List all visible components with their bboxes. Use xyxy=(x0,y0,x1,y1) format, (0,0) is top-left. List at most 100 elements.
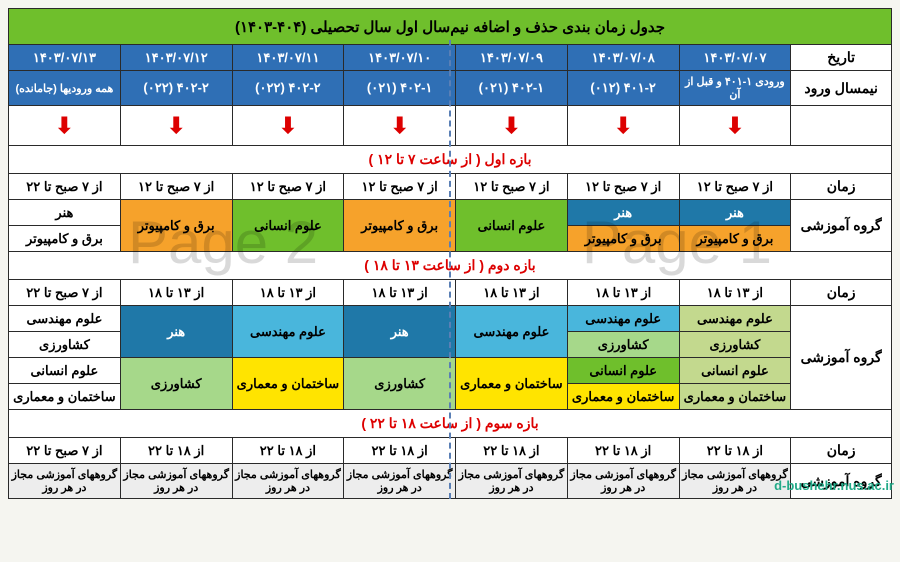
section1-title: بازه اول ( از ساعت ۷ تا ۱۲ ) xyxy=(9,146,892,174)
entry-cell: ۴۰۲-۱ (۰۲۱) xyxy=(456,71,568,106)
group-cell: هنر xyxy=(567,200,679,226)
time-label: زمان xyxy=(791,438,892,464)
group-cell: علوم مهندسی xyxy=(456,306,568,358)
dates-row: تاریخ ۱۴۰۳/۰۷/۰۷ ۱۴۰۳/۰۷/۰۸ ۱۴۰۳/۰۷/۰۹ ۱… xyxy=(9,45,892,71)
title-row: جدول زمان بندی حذف و اضافه نیم‌سال اول س… xyxy=(9,9,892,45)
group-cell: علوم انسانی xyxy=(456,200,568,252)
time-cell: از ۱۸ تا ۲۲ xyxy=(679,438,791,464)
arrow-icon: ⬇ xyxy=(9,106,121,146)
date-cell: ۱۴۰۳/۰۷/۱۳ xyxy=(9,45,121,71)
time-cell: از ۷ صبح تا ۱۲ xyxy=(232,174,344,200)
date-cell: ۱۴۰۳/۰۷/۱۲ xyxy=(120,45,232,71)
date-cell: ۱۴۰۳/۰۷/۰۸ xyxy=(567,45,679,71)
time-cell: از ۷ صبح تا ۱۲ xyxy=(344,174,456,200)
section3-group-row: گروه آموزشی گروههای آموزشی مجاز در هر رو… xyxy=(9,464,892,499)
time-label: زمان xyxy=(791,174,892,200)
entry-cell: همه ورودیها (جامانده) xyxy=(9,71,121,106)
date-cell: ۱۴۰۳/۰۷/۱۰ xyxy=(344,45,456,71)
time-cell: از ۱۸ تا ۲۲ xyxy=(344,438,456,464)
group-cell: علوم مهندسی xyxy=(9,306,121,332)
entry-cell: ۴۰۲-۲ (۰۲۲) xyxy=(232,71,344,106)
section2-time-row: زمان از ۱۳ تا ۱۸ از ۱۳ تا ۱۸ از ۱۳ تا ۱۸… xyxy=(9,280,892,306)
arrow-icon: ⬇ xyxy=(456,106,568,146)
dates-label: تاریخ xyxy=(791,45,892,71)
arrows-row: ⬇ ⬇ ⬇ ⬇ ⬇ ⬇ ⬇ xyxy=(9,106,892,146)
group-cell: برق و کامپیوتر xyxy=(120,200,232,252)
group-cell: ساختمان و معماری xyxy=(9,384,121,410)
table-title: جدول زمان بندی حذف و اضافه نیم‌سال اول س… xyxy=(9,9,892,45)
arrow-icon: ⬇ xyxy=(232,106,344,146)
arrow-spacer xyxy=(791,106,892,146)
schedule-table-container: Page 1 Page 2 جدول زمان بندی حذف و اضافه… xyxy=(8,8,892,499)
date-cell: ۱۴۰۳/۰۷/۱۱ xyxy=(232,45,344,71)
group-cell: گروههای آموزشی مجاز در هر روز xyxy=(456,464,568,499)
group-cell: علوم انسانی xyxy=(567,358,679,384)
group-cell: گروههای آموزشی مجاز در هر روز xyxy=(9,464,121,499)
group-cell: ساختمان و معماری xyxy=(456,358,568,410)
source-url: d-bushehr.nus.ac.ir xyxy=(774,478,894,493)
group-cell: علوم انسانی xyxy=(679,358,791,384)
group-cell: گروههای آموزشی مجاز در هر روز xyxy=(567,464,679,499)
entry-cell: ۴۰۲-۱ (۰۲۱) xyxy=(344,71,456,106)
section2-title: بازه دوم ( از ساعت ۱۳ تا ۱۸ ) xyxy=(9,252,892,280)
group-cell: کشاورزی xyxy=(344,358,456,410)
time-cell: از ۱۳ تا ۱۸ xyxy=(344,280,456,306)
group-cell: کشاورزی xyxy=(120,358,232,410)
group-cell: علوم مهندسی xyxy=(679,306,791,332)
group-cell: ساختمان و معماری xyxy=(567,384,679,410)
time-cell: از ۱۳ تا ۱۸ xyxy=(567,280,679,306)
date-cell: ۱۴۰۳/۰۷/۰۷ xyxy=(679,45,791,71)
group-cell: برق و کامپیوتر xyxy=(679,226,791,252)
group-cell: کشاورزی xyxy=(679,332,791,358)
time-cell: از ۱۳ تا ۱۸ xyxy=(232,280,344,306)
time-cell: از ۷ صبح تا ۱۲ xyxy=(456,174,568,200)
section3-time-row: زمان از ۱۸ تا ۲۲ از ۱۸ تا ۲۲ از ۱۸ تا ۲۲… xyxy=(9,438,892,464)
entry-row: نیمسال ورود ورودی ۱-۴۰۱ و قبل از آن ۴۰۱-… xyxy=(9,71,892,106)
section1-time-row: زمان از ۷ صبح تا ۱۲ از ۷ صبح تا ۱۲ از ۷ … xyxy=(9,174,892,200)
time-cell: از ۱۸ تا ۲۲ xyxy=(456,438,568,464)
section3-title: بازه سوم ( از ساعت ۱۸ تا ۲۲ ) xyxy=(9,410,892,438)
group-cell: کشاورزی xyxy=(567,332,679,358)
group-cell: علوم انسانی xyxy=(232,200,344,252)
entry-cell: ۴۰۲-۲ (۰۲۲) xyxy=(120,71,232,106)
arrow-icon: ⬇ xyxy=(679,106,791,146)
group-label: گروه آموزشی xyxy=(791,200,892,252)
group-cell: کشاورزی xyxy=(9,332,121,358)
arrow-icon: ⬇ xyxy=(567,106,679,146)
arrow-icon: ⬇ xyxy=(120,106,232,146)
group-cell: ساختمان و معماری xyxy=(232,358,344,410)
date-cell: ۱۴۰۳/۰۷/۰۹ xyxy=(456,45,568,71)
time-label: زمان xyxy=(791,280,892,306)
time-cell: از ۱۸ تا ۲۲ xyxy=(232,438,344,464)
group-cell: گروههای آموزشی مجاز در هر روز xyxy=(344,464,456,499)
time-cell: از ۷ صبح تا ۱۲ xyxy=(120,174,232,200)
section2-group-row1: گروه آموزشی علوم مهندسی علوم مهندسی علوم… xyxy=(9,306,892,332)
group-label: گروه آموزشی xyxy=(791,306,892,410)
schedule-table: جدول زمان بندی حذف و اضافه نیم‌سال اول س… xyxy=(8,8,892,499)
time-cell: از ۷ صبح تا ۱۲ xyxy=(567,174,679,200)
group-cell: هنر xyxy=(679,200,791,226)
entry-cell: ۴۰۱-۲ (۰۱۲) xyxy=(567,71,679,106)
section2-group-row3: علوم انسانی علوم انسانی ساختمان و معماری… xyxy=(9,358,892,384)
arrow-icon: ⬇ xyxy=(344,106,456,146)
group-cell: علوم مهندسی xyxy=(232,306,344,358)
group-cell: گروههای آموزشی مجاز در هر روز xyxy=(232,464,344,499)
entry-label: نیمسال ورود xyxy=(791,71,892,106)
time-cell: از ۱۸ تا ۲۲ xyxy=(120,438,232,464)
group-cell: برق و کامپیوتر xyxy=(567,226,679,252)
time-cell: از ۷ صبح تا ۱۲ xyxy=(679,174,791,200)
group-cell: ساختمان و معماری xyxy=(679,384,791,410)
group-cell: برق و کامپیوتر xyxy=(344,200,456,252)
group-cell: علوم مهندسی xyxy=(567,306,679,332)
group-cell: برق و کامپیوتر xyxy=(9,226,121,252)
group-cell: هنر xyxy=(344,306,456,358)
time-cell: از ۱۸ تا ۲۲ xyxy=(567,438,679,464)
group-cell: گروههای آموزشی مجاز در هر روز xyxy=(120,464,232,499)
group-cell: علوم انسانی xyxy=(9,358,121,384)
section1-group-row1: گروه آموزشی هنر هنر علوم انسانی برق و کا… xyxy=(9,200,892,226)
time-cell: از ۱۳ تا ۱۸ xyxy=(679,280,791,306)
time-cell: از ۷ صبح تا ۲۲ xyxy=(9,174,121,200)
time-cell: از ۷ صبح تا ۲۲ xyxy=(9,280,121,306)
group-cell: هنر xyxy=(120,306,232,358)
time-cell: از ۱۳ تا ۱۸ xyxy=(120,280,232,306)
